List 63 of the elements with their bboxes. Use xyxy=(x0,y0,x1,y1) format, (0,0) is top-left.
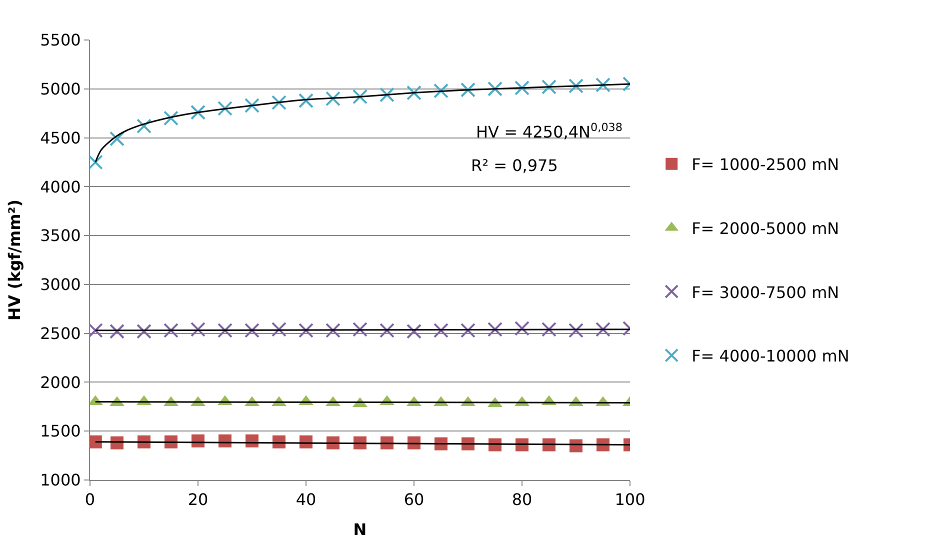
x-tick-label: 0 xyxy=(84,490,96,510)
point xyxy=(380,87,394,102)
point xyxy=(244,98,260,114)
y-tick-label: 1000 xyxy=(40,470,81,490)
point xyxy=(488,81,502,96)
y-tick-label: 1500 xyxy=(40,422,81,441)
y-tick-label: 4500 xyxy=(40,128,81,148)
point xyxy=(514,320,530,336)
x-axis-title: N xyxy=(353,520,367,539)
y-tick-label: 5000 xyxy=(40,79,81,98)
point xyxy=(110,131,124,146)
point xyxy=(460,322,476,338)
point xyxy=(218,100,232,116)
point xyxy=(568,78,584,94)
point xyxy=(326,91,340,106)
point xyxy=(90,435,102,448)
point xyxy=(164,322,178,338)
point xyxy=(218,322,232,338)
x-tick-label: 60 xyxy=(404,490,424,510)
point xyxy=(136,324,152,339)
point xyxy=(568,322,584,338)
point xyxy=(190,322,206,337)
point xyxy=(542,322,556,337)
y-tick-label: 5500 xyxy=(40,30,81,50)
legend-label: F= 3000-7500 mN xyxy=(692,282,840,302)
point xyxy=(352,322,368,337)
y-tick-label: 3000 xyxy=(40,275,81,294)
point xyxy=(460,82,476,98)
legend-label: F= 4000-10000 mN xyxy=(692,346,850,366)
point xyxy=(434,83,448,98)
point xyxy=(596,77,610,92)
point xyxy=(352,89,368,104)
point xyxy=(434,322,448,338)
point xyxy=(596,322,610,337)
x-tick-label: 40 xyxy=(296,490,316,510)
y-tick-label: 2000 xyxy=(40,372,81,392)
point xyxy=(110,324,124,339)
x-tick-label: 80 xyxy=(512,490,532,510)
x-tick-label: 100 xyxy=(614,490,646,510)
point xyxy=(272,322,286,337)
point xyxy=(244,322,260,338)
point xyxy=(272,95,286,110)
point xyxy=(164,110,178,126)
point xyxy=(514,80,530,96)
point xyxy=(406,324,422,339)
y-axis-title: HV (kgf/mm²) xyxy=(4,199,24,321)
point xyxy=(326,322,340,338)
x-tick-label: 20 xyxy=(188,490,208,510)
point xyxy=(380,322,394,338)
annotation: HV = 4250,4N$^{0,038}$ xyxy=(476,121,623,142)
point xyxy=(298,93,314,108)
y-tick-label: 2500 xyxy=(40,324,81,343)
legend-label: F= 2000-5000 mN xyxy=(692,218,840,238)
y-tick-label: 3500 xyxy=(40,226,81,246)
legend-label: F= 1000-2500 mN xyxy=(692,155,840,174)
annotation: R² = 0,975 xyxy=(471,156,558,175)
y-tick-label: 4000 xyxy=(40,177,81,196)
point xyxy=(406,85,422,100)
point xyxy=(136,118,152,134)
point xyxy=(190,104,206,120)
point xyxy=(542,79,556,94)
point xyxy=(298,322,314,338)
point xyxy=(488,322,502,337)
